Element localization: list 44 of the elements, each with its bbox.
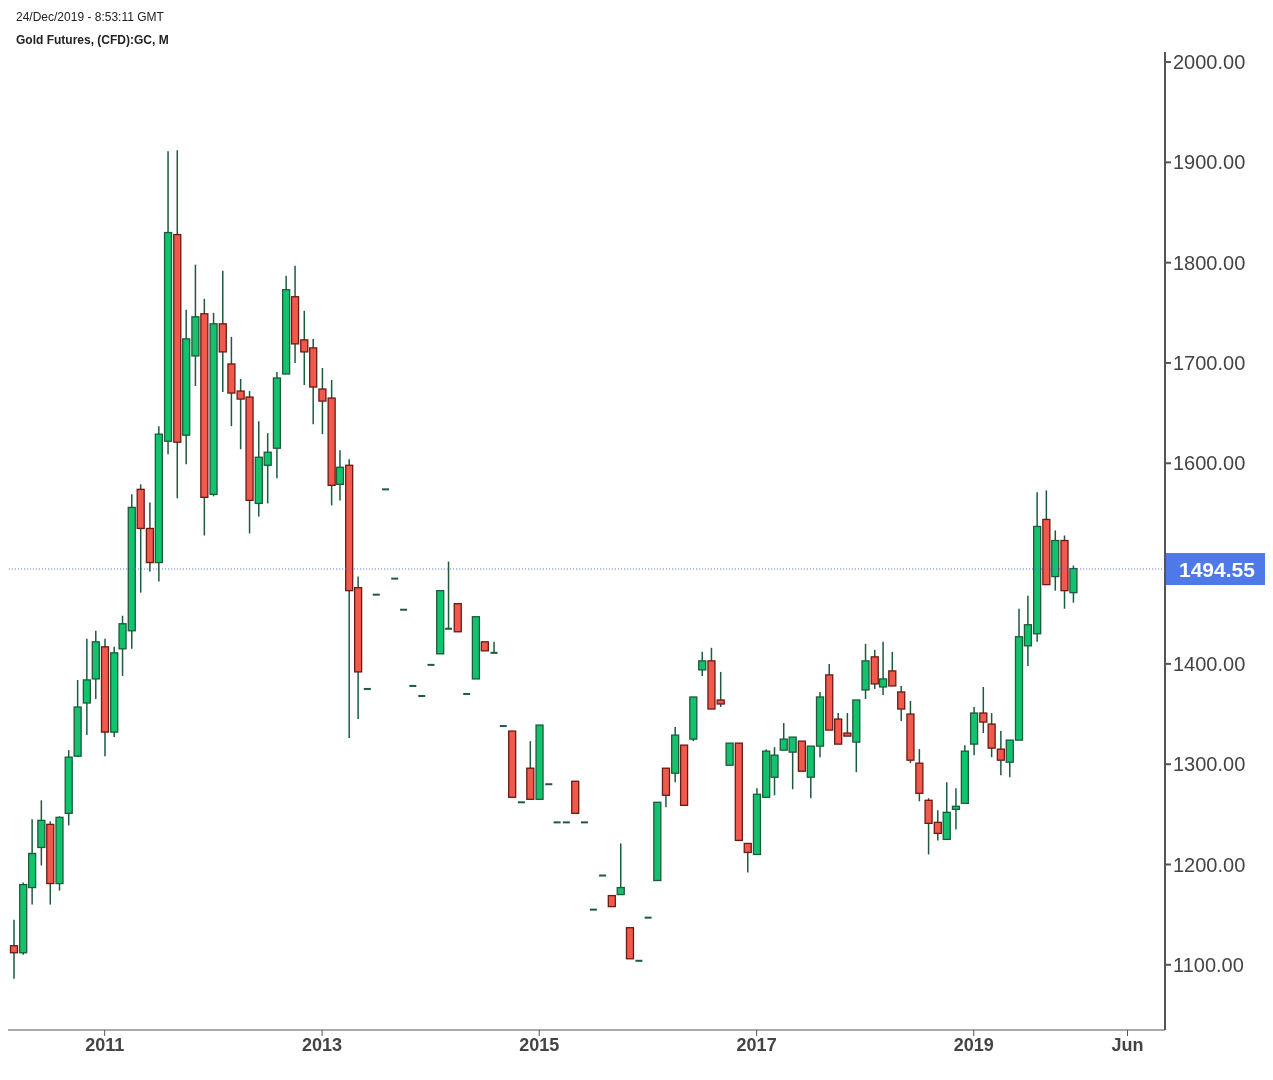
candlestick <box>462 692 472 695</box>
y-tick-label: 1600.00 <box>1173 452 1246 475</box>
candlestick <box>516 801 526 804</box>
candlestick <box>362 687 372 690</box>
candlestick <box>426 663 436 666</box>
y-tick-label: 1100.00 <box>1173 953 1244 976</box>
y-tick-label: 1700.00 <box>1173 352 1246 375</box>
chart-title: Gold Futures, (CFD):GC, M <box>16 33 169 47</box>
candlestick <box>408 684 418 687</box>
ref-line-label: 1494.55 <box>1179 558 1256 582</box>
y-tick-label: 1300.00 <box>1173 753 1246 776</box>
candlestick <box>598 874 608 877</box>
candlestick <box>489 641 499 654</box>
candlestick <box>380 488 390 491</box>
candlestick <box>552 821 562 824</box>
x-tick-label: Jun <box>1111 1034 1144 1055</box>
candlestick <box>897 685 906 722</box>
candlestick <box>561 821 571 824</box>
candlestick <box>498 725 508 728</box>
candlestick <box>951 787 961 831</box>
candlestick <box>725 742 734 766</box>
y-tick-label: 1900.00 <box>1173 151 1246 174</box>
x-tick-label: 2017 <box>736 1034 777 1055</box>
y-tick-label: 2000.00 <box>1173 51 1246 74</box>
candlestick <box>579 821 589 824</box>
x-tick-label: 2015 <box>519 1034 560 1055</box>
candlestick <box>643 916 653 919</box>
candlestick <box>335 449 345 502</box>
y-tick-label: 1800.00 <box>1173 251 1246 274</box>
candlestick <box>390 577 400 580</box>
candlestick <box>371 593 381 596</box>
candlestick <box>399 608 409 611</box>
y-tick-label: 1400.00 <box>1173 652 1246 675</box>
candlestick <box>878 641 888 696</box>
candlestick <box>698 651 707 677</box>
x-tick-label: 2013 <box>302 1034 343 1055</box>
candlestick <box>588 908 598 911</box>
candlestick <box>634 959 644 962</box>
x-tick-label: 2019 <box>953 1034 994 1055</box>
text: 24/Dec/2019 - 8:53:11 GMT <box>16 10 164 24</box>
y-tick-label: 1200.00 <box>1173 853 1246 876</box>
x-tick-label: 2011 <box>85 1034 125 1055</box>
candlestick <box>616 842 625 896</box>
candlestick <box>417 694 427 697</box>
